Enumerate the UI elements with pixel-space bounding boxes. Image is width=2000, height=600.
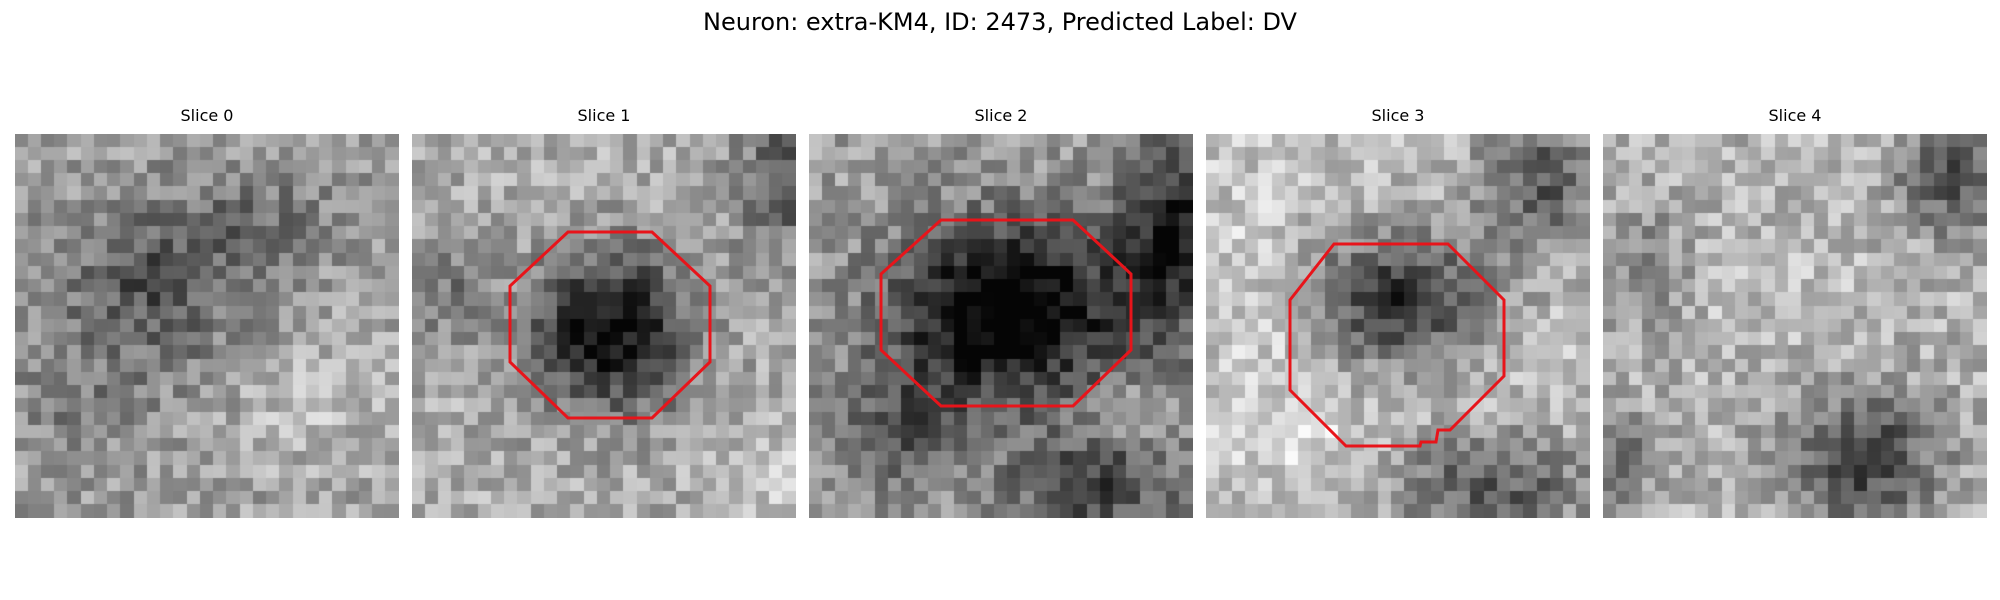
slice-image bbox=[1206, 134, 1590, 518]
roi-overlay bbox=[508, 230, 712, 420]
slice-image bbox=[1603, 134, 1987, 518]
roi-overlay bbox=[879, 218, 1133, 408]
roi-outline bbox=[1288, 242, 1506, 448]
roi-outline bbox=[879, 218, 1133, 408]
slice-title: Slice 4 bbox=[1768, 106, 1822, 125]
slice-title: Slice 3 bbox=[1371, 106, 1425, 125]
slice-title: Slice 0 bbox=[180, 106, 234, 125]
figure-title: Neuron: extra-KM4, ID: 2473, Predicted L… bbox=[703, 8, 1297, 36]
roi-overlay bbox=[1288, 242, 1506, 448]
slice-title: Slice 1 bbox=[577, 106, 631, 125]
slice-image bbox=[412, 134, 796, 518]
roi-outline bbox=[508, 230, 712, 420]
slice-image bbox=[15, 134, 399, 518]
slice-title: Slice 2 bbox=[974, 106, 1028, 125]
slice-image bbox=[809, 134, 1193, 518]
